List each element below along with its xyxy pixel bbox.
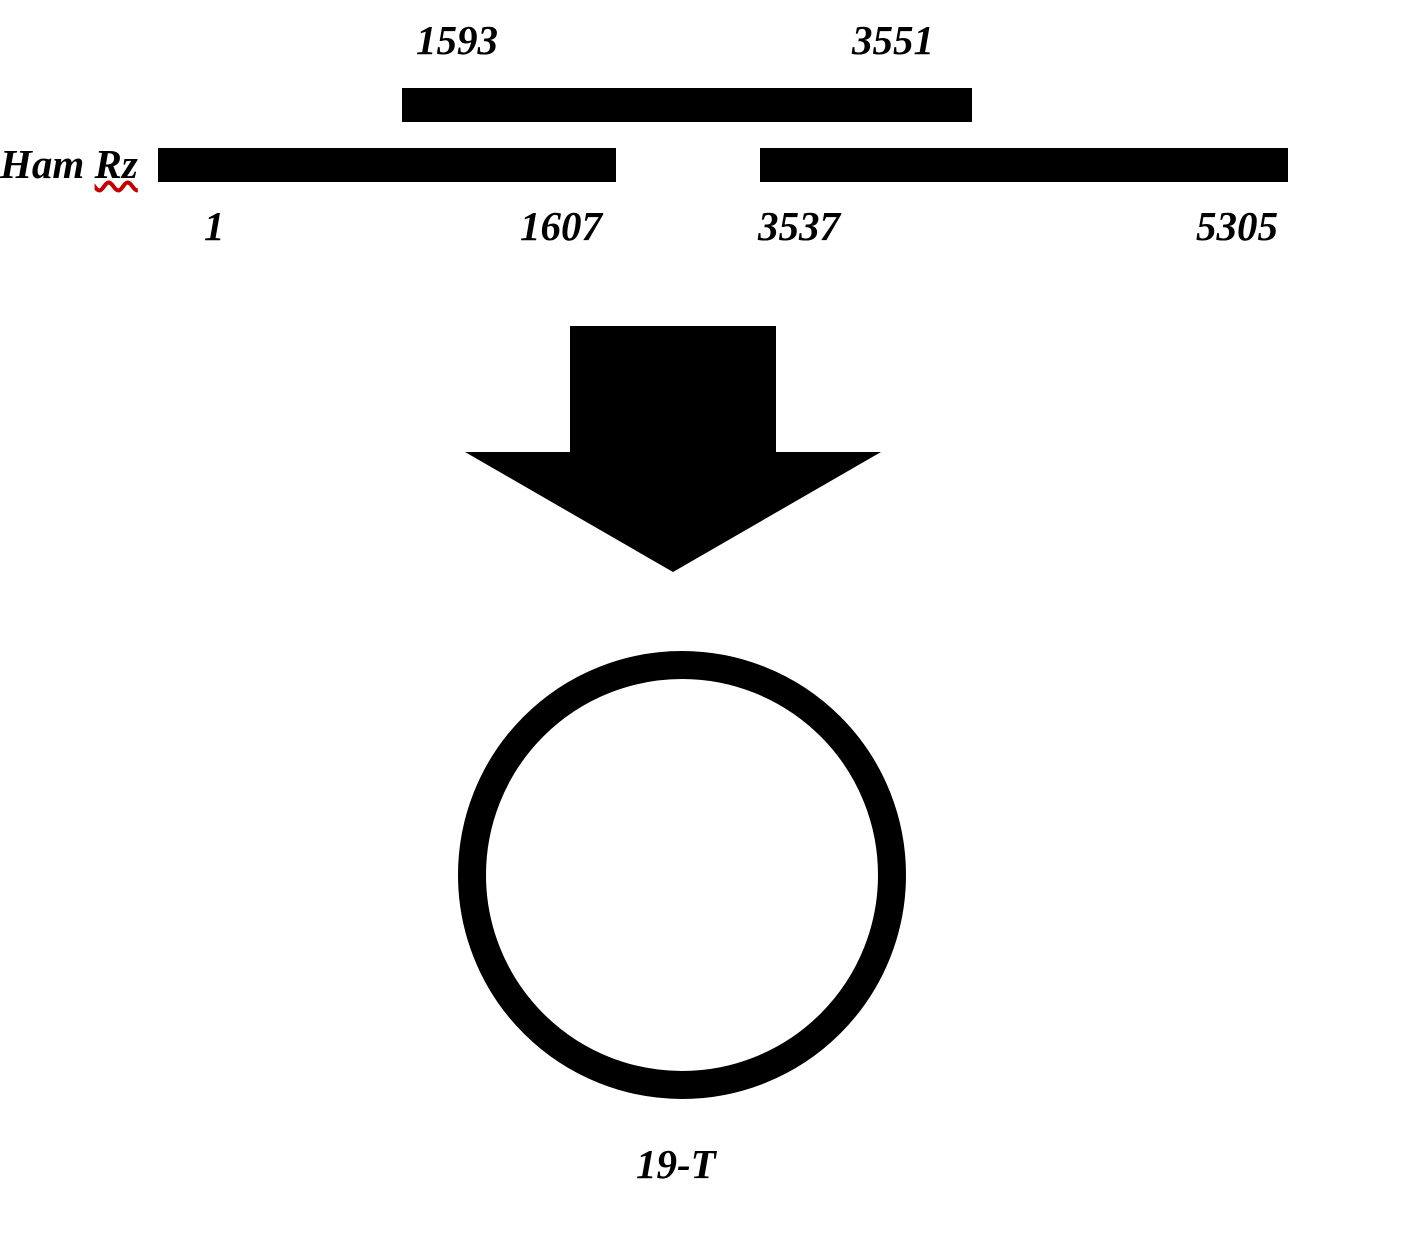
arrow-head [465, 452, 881, 572]
arrow-down [0, 0, 1416, 600]
diagram-root: 1593 3551 Ham Rz 1 1607 3537 5305 19-T [0, 0, 1416, 1236]
label-19-t: 19-T [636, 1140, 716, 1188]
circle-ring [458, 651, 906, 1099]
circle-plasmid [458, 651, 906, 1099]
arrow-shaft [570, 326, 776, 452]
